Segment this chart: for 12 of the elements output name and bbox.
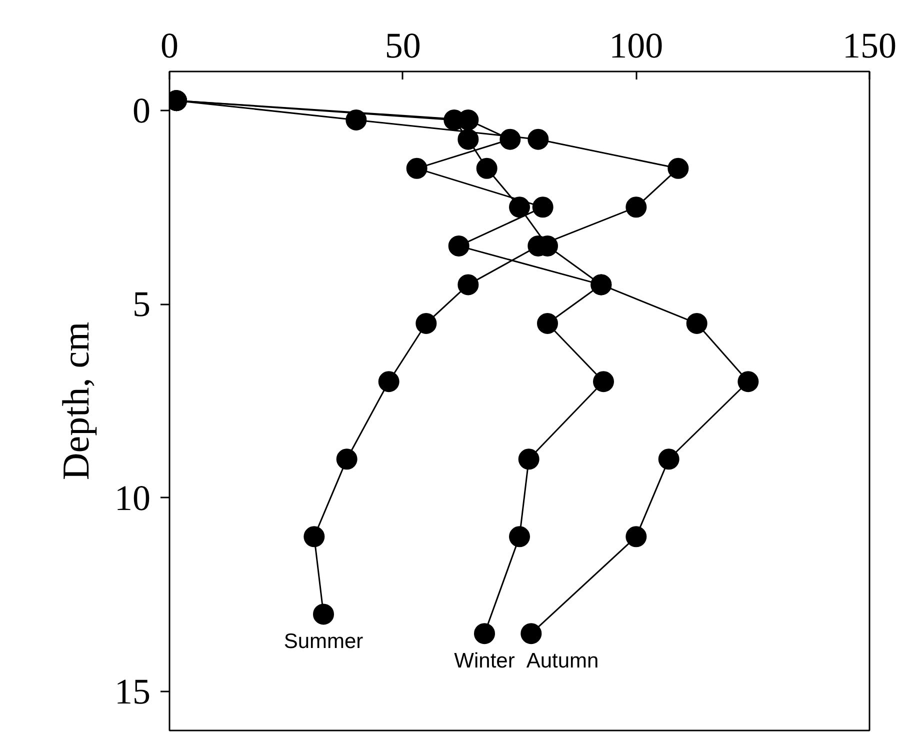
y-tick-label: 15 (114, 672, 150, 712)
x-tick-label: 0 (160, 26, 178, 66)
y-axis-title: Depth, cm (56, 322, 98, 480)
series-label: Winter (454, 650, 515, 673)
x-tick-label: 50 (384, 26, 421, 66)
x-tick-label: 100 (609, 26, 664, 66)
y-tick-label: 10 (114, 478, 150, 518)
x-tick-label: 150 (842, 26, 896, 66)
y-tick-label: 5 (132, 284, 150, 324)
y-tick-label: 0 (132, 90, 150, 130)
series-label: Autumn (526, 650, 599, 673)
series-label: Summer (284, 630, 364, 654)
